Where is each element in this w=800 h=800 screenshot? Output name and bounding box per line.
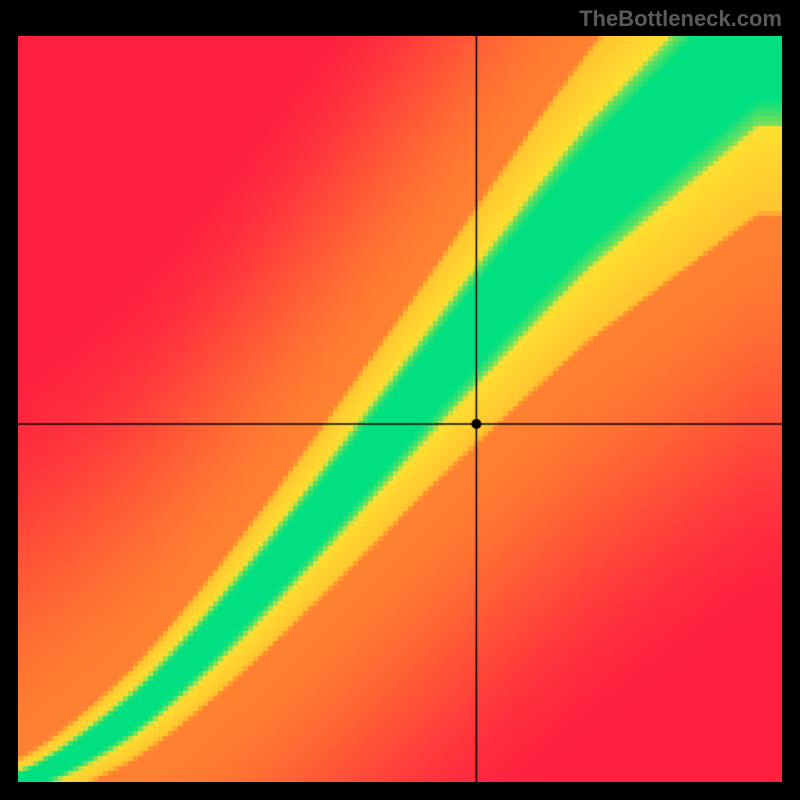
heatmap-plot bbox=[18, 36, 782, 782]
heatmap-canvas bbox=[18, 36, 782, 782]
chart-container: TheBottleneck.com bbox=[0, 0, 800, 800]
watermark-text: TheBottleneck.com bbox=[579, 6, 782, 32]
